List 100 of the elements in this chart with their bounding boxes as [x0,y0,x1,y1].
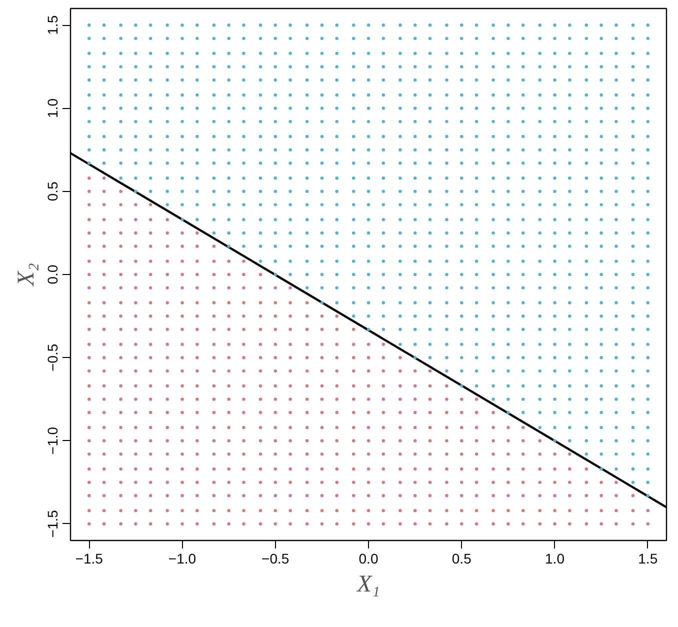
point [428,508,432,512]
point [568,480,572,484]
point [646,314,650,318]
point [460,301,464,304]
point [196,272,199,276]
point [382,162,385,165]
point [568,78,572,82]
point [600,328,603,331]
point [521,272,525,276]
point [646,398,650,401]
point [614,342,618,346]
point [274,286,277,290]
point [521,314,525,318]
point [134,452,138,456]
point [148,301,152,304]
point [320,52,324,55]
point [553,52,556,55]
point [180,106,184,110]
point [288,65,292,68]
point [474,522,478,526]
point [288,426,292,430]
point [119,467,122,471]
point [631,384,635,388]
point [102,467,106,471]
point [584,384,588,388]
point [553,24,556,27]
point [148,120,152,124]
point [428,452,432,456]
point [288,24,292,27]
point [646,272,650,276]
point [119,218,122,222]
point [148,439,152,442]
point [568,36,572,40]
point [474,328,478,331]
point [398,148,402,152]
point [538,260,542,263]
point [646,286,650,290]
point [614,120,618,124]
point [600,120,603,124]
point [352,231,356,235]
point [460,328,464,331]
point [614,452,618,456]
point [600,162,603,165]
point [227,410,230,414]
point [614,106,618,110]
point [227,148,230,152]
point [445,176,448,180]
point [242,452,246,456]
point [614,328,618,331]
point [382,36,385,40]
point [242,384,246,388]
point [553,272,556,276]
point [521,36,525,40]
point [148,356,152,360]
point [366,134,370,138]
point [428,286,432,290]
point [521,467,525,471]
point [366,93,370,97]
y-tick-label: 1.0 [44,98,60,118]
point [382,218,385,222]
point [227,36,230,40]
point [196,410,199,414]
point [196,452,199,456]
point [305,467,309,471]
point [553,426,556,430]
point [227,272,230,276]
point [568,272,572,276]
point [398,272,402,276]
point [288,356,292,360]
point [631,426,635,430]
point [305,218,309,222]
point [196,439,199,442]
point [102,190,106,193]
point [352,494,356,498]
point [180,480,184,484]
point [600,244,603,248]
point [521,452,525,456]
point [445,342,448,346]
point [305,244,309,248]
point [102,452,106,456]
point [274,203,277,206]
point [335,78,338,82]
point [538,480,542,484]
point [614,301,618,304]
point [258,260,262,263]
point [335,260,338,263]
point [584,93,588,97]
point [382,494,385,498]
point [166,134,169,138]
point [88,301,91,304]
point [382,426,385,430]
point [352,522,356,526]
point [134,286,138,290]
point [584,467,588,471]
point [614,190,618,193]
point [212,286,216,290]
point [88,342,91,346]
point [646,218,650,222]
point [382,480,385,484]
point [584,369,588,373]
